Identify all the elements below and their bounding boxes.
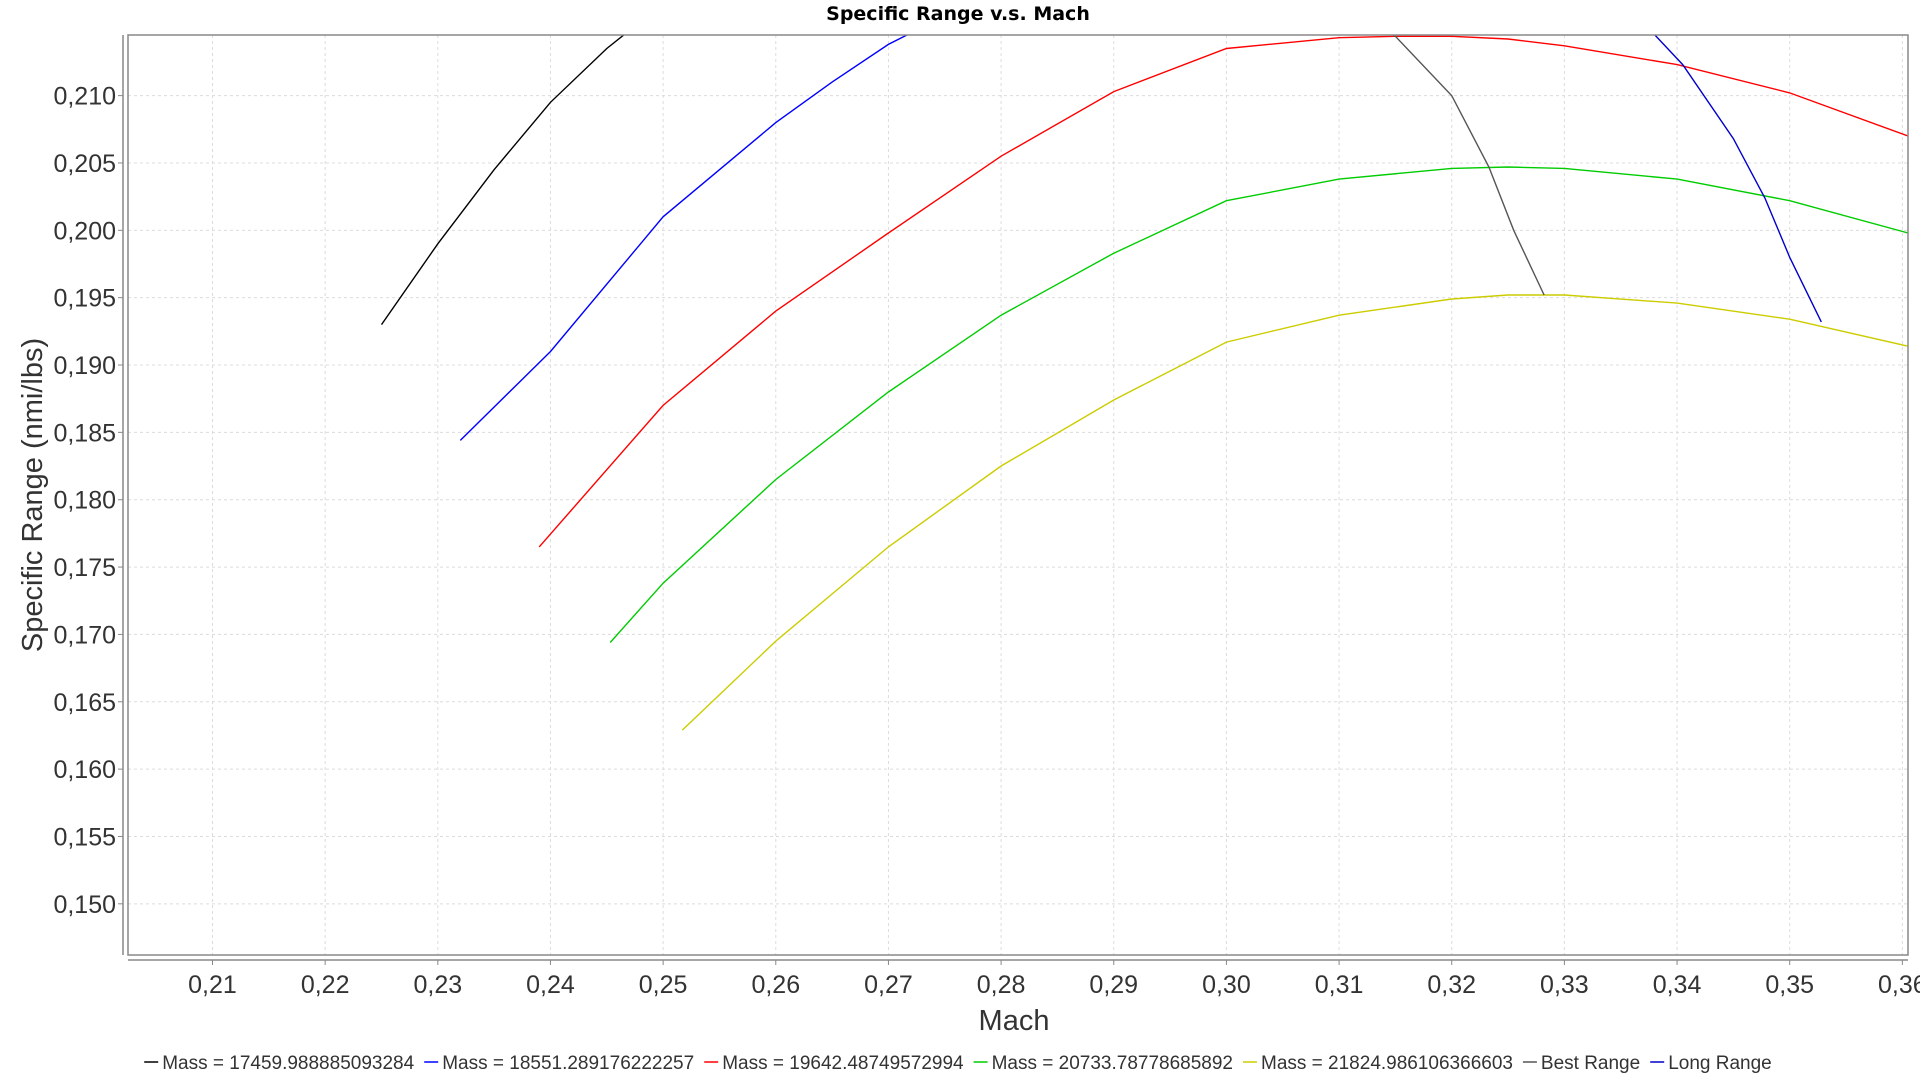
x-tick-label: 0,28 bbox=[977, 971, 1026, 999]
y-tick-label: 0,155 bbox=[53, 823, 116, 851]
plot-area-frame bbox=[127, 34, 1909, 956]
x-tick-label: 0,36 bbox=[1878, 971, 1920, 999]
x-tick-label: 0,30 bbox=[1202, 971, 1251, 999]
series-line-5 bbox=[681, 294, 1908, 731]
legend-label: Mass = 20733.78778685892 bbox=[992, 1053, 1233, 1074]
y-tick-label: 0,185 bbox=[53, 419, 116, 447]
y-tick-label: 0,205 bbox=[53, 150, 116, 178]
x-tick-label: 0,31 bbox=[1315, 971, 1364, 999]
legend-item: Long Range bbox=[1650, 1053, 1772, 1074]
y-axis-ticks: 0,150 0,155 0,160 0,165 0,170 0,175 0,180 0,185… bbox=[53, 83, 123, 919]
series-line-4 bbox=[609, 166, 1908, 643]
x-tick-label: 0,26 bbox=[751, 971, 800, 999]
legend-label: Mass = 17459.988885093284 bbox=[162, 1053, 414, 1074]
legend-item: Mass = 20733.78778685892 bbox=[973, 1053, 1233, 1074]
legend-label: Mass = 21824.986106366603 bbox=[1261, 1053, 1513, 1074]
x-axis-title: Mach bbox=[979, 1005, 1050, 1037]
legend-label: Mass = 19642.48749572994 bbox=[722, 1053, 964, 1074]
y-tick-label: 0,180 bbox=[53, 487, 116, 515]
series-line-6 bbox=[1391, 35, 1545, 296]
x-tick-label: 0,29 bbox=[1089, 971, 1138, 999]
y-tick-label: 0,210 bbox=[53, 83, 116, 111]
legend-item: Mass = 21824.986106366603 bbox=[1243, 1053, 1513, 1074]
grid-lines bbox=[128, 35, 1908, 955]
x-tick-label: 0,34 bbox=[1653, 971, 1702, 999]
series-line-1 bbox=[380, 35, 625, 326]
series-lines bbox=[380, 35, 1908, 731]
x-tick-label: 0,27 bbox=[864, 971, 913, 999]
y-tick-label: 0,200 bbox=[53, 217, 116, 245]
x-tick-label: 0,21 bbox=[188, 971, 237, 999]
x-tick-label: 0,24 bbox=[526, 971, 575, 999]
x-tick-label: 0,33 bbox=[1540, 971, 1589, 999]
y-tick-label: 0,165 bbox=[53, 689, 116, 717]
legend-label: Mass = 18551.289176222257 bbox=[442, 1053, 694, 1074]
legend-label: Long Range bbox=[1668, 1053, 1772, 1074]
legend-item: Best Range bbox=[1522, 1053, 1640, 1074]
x-tick-label: 0,25 bbox=[639, 971, 688, 999]
y-tick-label: 0,190 bbox=[53, 352, 116, 380]
y-tick-label: 0,160 bbox=[53, 756, 116, 784]
x-tick-label: 0,22 bbox=[301, 971, 350, 999]
y-tick-label: 0,170 bbox=[53, 621, 116, 649]
legend-item: Mass = 17459.988885093284 bbox=[144, 1053, 415, 1074]
legend-item: Mass = 18551.289176222257 bbox=[424, 1053, 694, 1074]
x-tick-label: 0,35 bbox=[1765, 971, 1814, 999]
x-tick-label: 0,32 bbox=[1427, 971, 1476, 999]
x-axis-ticks: 0,21 0,22 0,23 0,24 0,25 0,26 0,27 0,28 0,29 0,30… bbox=[188, 960, 1920, 999]
series-line-2 bbox=[459, 35, 909, 441]
x-tick-label: 0,23 bbox=[413, 971, 462, 999]
y-tick-label: 0,195 bbox=[53, 285, 116, 313]
legend-item: Mass = 19642.48749572994 bbox=[704, 1053, 964, 1074]
y-tick-label: 0,175 bbox=[53, 554, 116, 582]
series-line-7 bbox=[1653, 35, 1822, 323]
series-line-3 bbox=[538, 35, 1908, 548]
legend-label: Best Range bbox=[1541, 1053, 1640, 1074]
chart-title: Specific Range v.s. Mach bbox=[826, 3, 1090, 25]
y-tick-label: 0,150 bbox=[53, 891, 116, 919]
y-axis-title: Specific Range (nmi/lbs) bbox=[17, 338, 49, 652]
legend: Mass = 17459.988885093284 Mass = 18551.28… bbox=[144, 1053, 1772, 1074]
